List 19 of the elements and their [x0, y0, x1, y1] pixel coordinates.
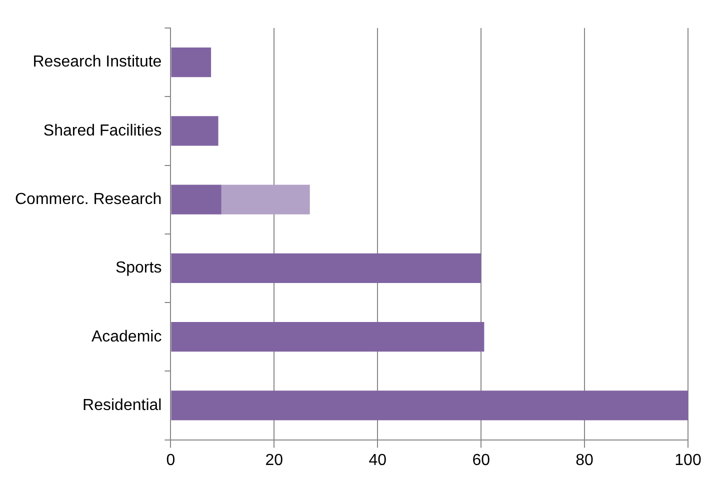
bar	[171, 116, 218, 146]
bar	[171, 47, 212, 78]
y-tick-label: Academic	[91, 328, 162, 346]
bar	[171, 253, 482, 284]
bar	[171, 322, 484, 352]
x-tick-label: 60	[472, 452, 490, 469]
y-tick-label: Shared Facilities	[43, 122, 162, 140]
bar	[171, 184, 222, 214]
bar	[221, 184, 310, 214]
x-tick-label: 100	[674, 452, 702, 469]
bar	[171, 390, 688, 420]
x-tick-label: 40	[368, 452, 387, 469]
x-tick-label: 20	[265, 452, 284, 469]
y-tick-label: Sports	[115, 260, 162, 277]
y-tick-label: Commerc. Research	[15, 190, 162, 208]
x-tick-label: 80	[576, 452, 594, 469]
y-tick-label: Residential	[82, 396, 162, 414]
y-tick-label: Research Institute	[32, 54, 162, 71]
x-tick-label: 0	[166, 452, 176, 469]
